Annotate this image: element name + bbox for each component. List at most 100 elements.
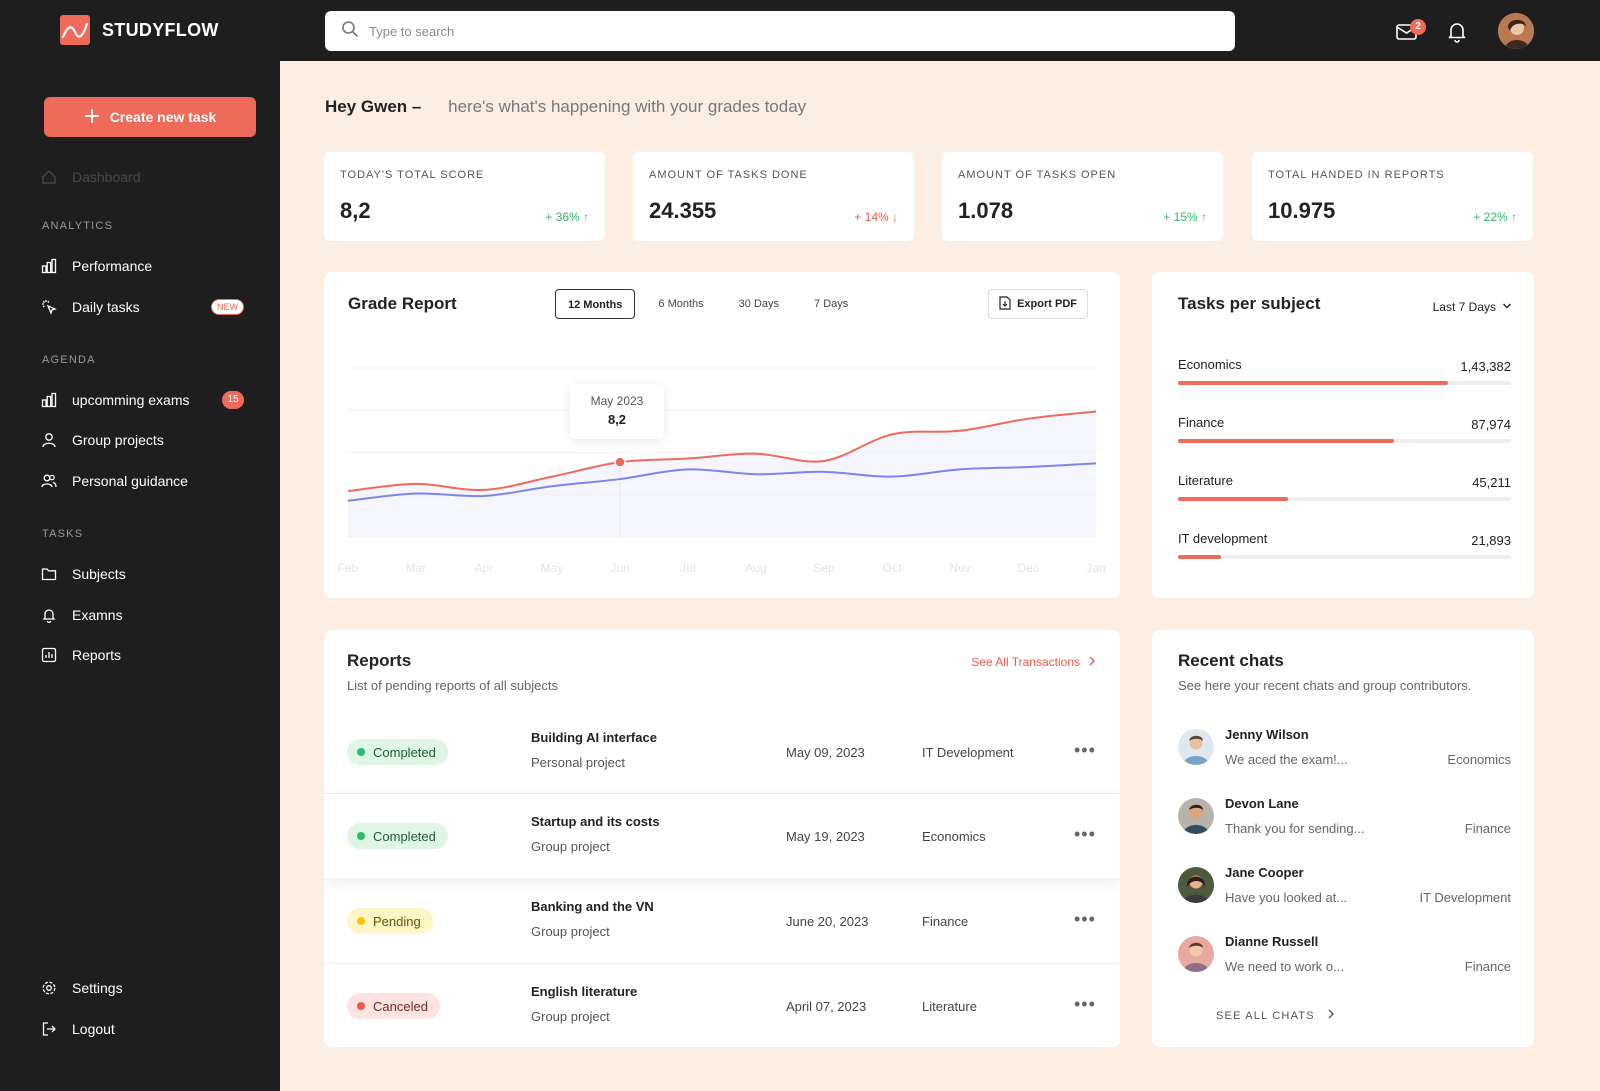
stat-change: + 22% ↑: [1473, 210, 1517, 224]
app-logo[interactable]: STUDYFLOW: [60, 15, 219, 45]
chat-message: We need to work o...: [1225, 959, 1344, 974]
subject-name: Finance: [1178, 415, 1225, 430]
report-type: Group project: [531, 1009, 610, 1024]
sidebar-item-group-projects[interactable]: Group projects: [40, 428, 244, 452]
x-tick-label: Apr: [475, 561, 494, 575]
highlight-point: [614, 456, 626, 468]
report-type: Group project: [531, 924, 610, 939]
create-task-label: Create new task: [109, 109, 217, 125]
subject-value: 87,974: [1471, 417, 1511, 432]
chat-name: Jane Cooper: [1225, 865, 1304, 880]
subject-value: 1,43,382: [1460, 359, 1511, 374]
avatar: [1178, 867, 1214, 903]
tab-7-days[interactable]: 7 Days: [814, 298, 849, 310]
stat-card: TODAY'S TOTAL SCORE 8,2 + 36% ↑: [324, 152, 605, 241]
report-date: May 09, 2023: [786, 745, 865, 760]
sidebar-item-subjects[interactable]: Subjects: [40, 562, 244, 586]
subject-item: IT development 21,893: [1178, 531, 1511, 559]
bar-chart-icon: [40, 257, 58, 275]
avatar: [1178, 729, 1214, 765]
chat-name: Dianne Russell: [1225, 934, 1319, 949]
chat-message: We aced the exam!...: [1225, 752, 1348, 767]
row-divider: [324, 879, 1120, 880]
sidebar-item-personal-guidance[interactable]: Personal guidance: [40, 469, 244, 493]
x-tick-label: Jan: [1086, 561, 1105, 575]
chat-tag: Finance: [1464, 959, 1511, 974]
table-row[interactable]: Completed Startup and its costs Group pr…: [324, 794, 1120, 878]
status-label: Completed: [373, 744, 436, 760]
report-subject: Finance: [922, 914, 969, 929]
search-bar[interactable]: [325, 11, 1235, 51]
document-icon: [999, 295, 1011, 313]
period-dropdown[interactable]: Last 7 Days: [1433, 300, 1512, 314]
subject-bar-fill: [1178, 555, 1222, 559]
table-row[interactable]: Pending Banking and the VN Group project…: [324, 879, 1120, 963]
user-avatar[interactable]: [1498, 13, 1534, 49]
sidebar-item-logout[interactable]: Logout: [40, 1017, 244, 1041]
subject-bar-fill: [1178, 439, 1395, 443]
bell-icon[interactable]: [1444, 18, 1470, 44]
report-subject: Economics: [922, 829, 986, 844]
sidebar-item-examns[interactable]: Examns: [40, 603, 244, 627]
table-row[interactable]: Canceled English literature Group projec…: [324, 964, 1120, 1047]
x-tick-label: Mar: [406, 561, 427, 575]
tab-6-months[interactable]: 6 Months: [658, 298, 704, 310]
export-pdf-button[interactable]: Export PDF: [988, 289, 1088, 319]
chat-tag: Economics: [1447, 752, 1511, 767]
status-label: Completed: [373, 828, 436, 844]
tasks-per-subject-title: Tasks per subject: [1178, 294, 1321, 313]
sidebar-item-settings[interactable]: Settings: [40, 976, 244, 1000]
export-pdf-label: Export PDF: [1017, 298, 1077, 310]
examns-label: Examns: [72, 607, 123, 623]
users-icon: [40, 472, 58, 490]
stat-label: TODAY'S TOTAL SCORE: [340, 169, 485, 181]
search-input[interactable]: [369, 23, 1169, 39]
chat-name: Jenny Wilson: [1225, 727, 1309, 742]
see-all-label: See All Transactions: [971, 655, 1080, 669]
more-options-icon[interactable]: •••: [1074, 994, 1096, 1014]
subject-name: Economics: [1178, 357, 1242, 372]
chat-item[interactable]: Jane Cooper Have you looked at... IT Dev…: [1178, 865, 1511, 915]
daily-tasks-label: Daily tasks: [72, 299, 140, 315]
grade-chart: Feb Mar Apr May Jun Jul Aug Sep Oct Nov Dec Jan: [338, 367, 1106, 575]
section-agenda: AGENDA: [42, 354, 96, 366]
sidebar-item-reports[interactable]: Reports: [40, 643, 244, 667]
recent-chats-card: Recent chats See here your recent chats …: [1152, 630, 1534, 1047]
stat-card: AMOUNT OF TASKS DONE 24.355 + 14% ↓: [633, 152, 914, 241]
tab-12-months[interactable]: 12 Months: [555, 289, 636, 319]
tab-30-days[interactable]: 30 Days: [738, 298, 780, 310]
more-options-icon[interactable]: •••: [1074, 909, 1096, 929]
tasks-per-subject-card: Tasks per subject Last 7 Days Economics …: [1152, 272, 1534, 598]
stat-value: 8,2: [340, 198, 371, 223]
chat-message: Thank you for sending...: [1225, 821, 1365, 836]
create-task-button[interactable]: Create new task: [44, 97, 256, 137]
report-type: Group project: [531, 839, 610, 854]
sidebar-item-daily-tasks[interactable]: Daily tasks NEW: [40, 295, 244, 319]
stat-value: 1.078: [958, 198, 1014, 223]
sidebar-item-performance[interactable]: Performance: [40, 254, 244, 278]
chat-item[interactable]: Jenny Wilson We aced the exam!... Econom…: [1178, 727, 1511, 777]
subject-name: Literature: [1178, 473, 1233, 488]
status-badge: Completed: [347, 739, 448, 765]
table-row[interactable]: Completed Building AI interface Personal…: [324, 710, 1120, 794]
x-tick-label: Sep: [813, 561, 835, 575]
more-options-icon[interactable]: •••: [1074, 740, 1096, 760]
status-label: Pending: [373, 913, 421, 929]
subject-value: 21,893: [1471, 533, 1511, 548]
status-dot: [357, 1002, 365, 1010]
see-all-chats-link[interactable]: SEE ALL CHATS: [1216, 1009, 1335, 1022]
subject-bar-fill: [1178, 381, 1448, 385]
chat-item[interactable]: Devon Lane Thank you for sending... Fina…: [1178, 796, 1511, 846]
sidebar-item-dashboard[interactable]: Dashboard: [40, 165, 244, 189]
more-options-icon[interactable]: •••: [1074, 824, 1096, 844]
avatar: [1178, 936, 1214, 972]
report-title: Building AI interface: [531, 730, 657, 745]
subject-bar-fill: [1178, 497, 1288, 501]
chat-item[interactable]: Dianne Russell We need to work o... Fina…: [1178, 934, 1511, 984]
user-icon: [40, 431, 58, 449]
status-dot: [357, 917, 365, 925]
logout-label: Logout: [72, 1021, 115, 1037]
sidebar-item-upcoming-exams[interactable]: upcomming exams 15: [40, 388, 244, 412]
see-all-transactions-link[interactable]: See All Transactions: [971, 655, 1096, 669]
avatar: [1178, 798, 1214, 834]
